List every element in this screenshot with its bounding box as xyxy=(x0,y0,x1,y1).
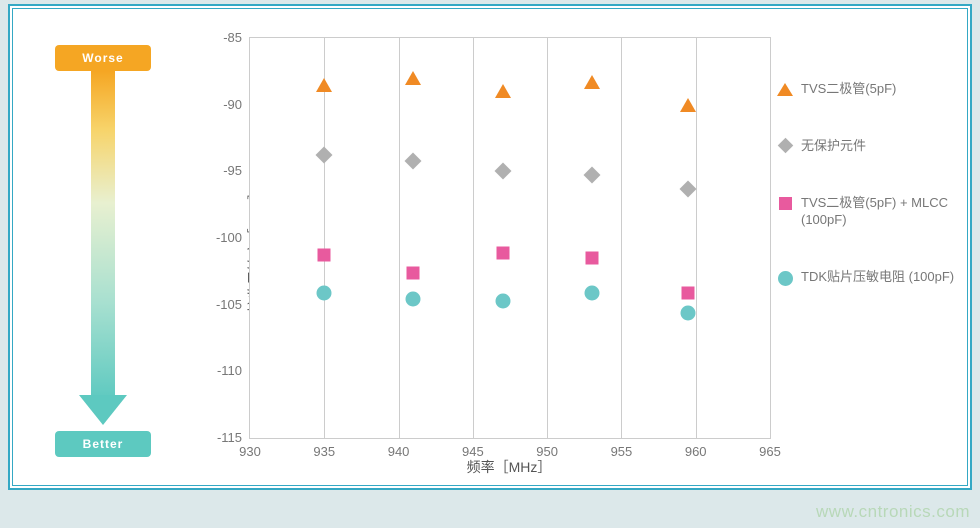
worse-tag: Worse xyxy=(55,45,151,71)
page-root: Worse Better 接收灵敏度［dBm］ -85-90-95-100-10… xyxy=(0,0,980,528)
y-tick-label: -100 xyxy=(216,230,242,245)
y-tick-label: -85 xyxy=(223,30,242,45)
grid-line xyxy=(621,38,622,438)
grid-line xyxy=(547,38,548,438)
triangle-marker-icon xyxy=(495,84,511,98)
circle-marker-icon xyxy=(681,305,696,320)
legend-label: TVS二极管(5pF) xyxy=(801,81,973,98)
y-tick-label: -105 xyxy=(216,297,242,312)
y-tick-label: -110 xyxy=(217,363,242,378)
square-marker-icon xyxy=(496,246,509,259)
grid-line xyxy=(399,38,400,438)
diamond-marker-icon xyxy=(405,152,422,169)
y-tick-label: -90 xyxy=(223,97,242,112)
legend-item: TDK贴片压敏电阻 (100pF) xyxy=(773,269,973,286)
diamond-marker-icon xyxy=(494,163,511,180)
chart-frame-inner: Worse Better 接收灵敏度［dBm］ -85-90-95-100-10… xyxy=(12,8,968,486)
legend-label: TVS二极管(5pF) + MLCC (100pF) xyxy=(801,195,973,229)
watermark-text: www.cntronics.com xyxy=(816,502,970,522)
diamond-marker-icon xyxy=(773,140,797,151)
triangle-marker-icon xyxy=(773,83,797,96)
arrow-body xyxy=(91,71,115,401)
triangle-marker-icon xyxy=(405,71,421,85)
square-marker-icon xyxy=(407,266,420,279)
grid-line xyxy=(324,38,325,438)
legend-item: TVS二极管(5pF) xyxy=(773,81,973,98)
legend-item: TVS二极管(5pF) + MLCC (100pF) xyxy=(773,195,973,229)
circle-marker-icon xyxy=(773,271,797,286)
triangle-marker-icon xyxy=(316,78,332,92)
circle-marker-icon xyxy=(495,293,510,308)
chart-frame-outer: Worse Better 接收灵敏度［dBm］ -85-90-95-100-10… xyxy=(8,4,972,490)
legend-label: TDK贴片压敏电阻 (100pF) xyxy=(801,269,973,286)
grid-line xyxy=(473,38,474,438)
square-marker-icon xyxy=(585,252,598,265)
legend-item: 无保护元件 xyxy=(773,138,973,155)
diamond-marker-icon xyxy=(583,167,600,184)
triangle-marker-icon xyxy=(680,98,696,112)
circle-marker-icon xyxy=(406,292,421,307)
square-marker-icon xyxy=(682,286,695,299)
x-axis-title: 频率［MHz］ xyxy=(249,457,769,519)
square-marker-icon xyxy=(773,197,797,210)
legend: TVS二极管(5pF) 无保护元件 TVS二极管(5pF) + MLCC (100p… xyxy=(773,81,973,326)
y-tick-label: -115 xyxy=(217,430,242,445)
circle-marker-icon xyxy=(317,285,332,300)
circle-marker-icon xyxy=(584,285,599,300)
square-marker-icon xyxy=(318,249,331,262)
arrow-head-icon xyxy=(79,395,127,425)
y-tick-label: -95 xyxy=(223,163,242,178)
quality-arrow-indicator: Worse Better xyxy=(55,45,151,445)
diamond-marker-icon xyxy=(316,147,333,164)
scatter-plot: 接收灵敏度［dBm］ -85-90-95-100-105-110-1159309… xyxy=(229,29,769,469)
diamond-marker-icon xyxy=(680,180,697,197)
plot-area: -85-90-95-100-105-110-115930935940945950… xyxy=(249,37,771,439)
triangle-marker-icon xyxy=(584,75,600,89)
legend-label: 无保护元件 xyxy=(801,138,973,155)
better-tag: Better xyxy=(55,431,151,457)
